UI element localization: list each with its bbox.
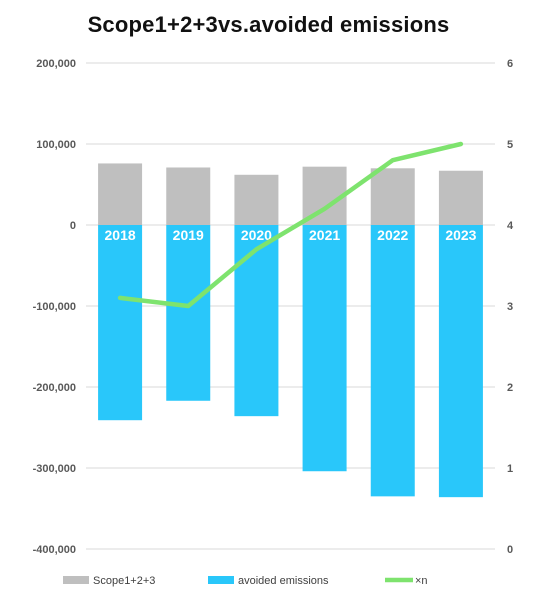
y-left-tick-label: -400,000 <box>33 544 76 556</box>
series-line <box>117 141 464 309</box>
category-label: 2020 <box>241 227 272 243</box>
bar <box>98 225 143 421</box>
y-right-tick-label: 1 <box>507 463 513 475</box>
bar <box>234 174 279 225</box>
bar <box>98 163 143 225</box>
bar <box>438 225 483 498</box>
legend-swatch <box>208 576 234 584</box>
y-right-tick-label: 3 <box>507 301 513 313</box>
chart-title: Scope1+2+3vs.avoided emissions <box>87 12 450 37</box>
bar <box>438 170 483 225</box>
bar <box>370 225 415 497</box>
y-right-tick-label: 0 <box>507 544 513 556</box>
legend-label: avoided emissions <box>238 575 329 587</box>
y-right-tick-label: 4 <box>507 220 514 232</box>
y-left-tick-label: -200,000 <box>33 382 76 394</box>
legend-label: Scope1+2+3 <box>93 575 155 587</box>
y-left-tick-label: 0 <box>70 220 76 232</box>
category-label: 2019 <box>173 227 204 243</box>
y-left-tick-label: -300,000 <box>33 463 76 475</box>
category-label: 2018 <box>105 227 136 243</box>
legend-swatch <box>63 576 89 584</box>
bar <box>302 225 347 472</box>
y-left-tick-label: -100,000 <box>33 301 76 313</box>
y-right-tick-label: 2 <box>507 382 513 394</box>
y-left-tick-label: 200,000 <box>36 58 76 70</box>
y-left-tick-label: 100,000 <box>36 139 76 151</box>
legend-label: ×n <box>415 575 428 587</box>
category-label: 2021 <box>309 227 340 243</box>
bar <box>166 225 211 401</box>
bar <box>166 167 211 225</box>
bar <box>370 168 415 225</box>
category-label: 2022 <box>377 227 408 243</box>
y-right-tick-label: 6 <box>507 58 513 70</box>
bar <box>234 225 279 417</box>
category-label: 2023 <box>445 227 476 243</box>
y-right-tick-label: 5 <box>507 139 513 151</box>
